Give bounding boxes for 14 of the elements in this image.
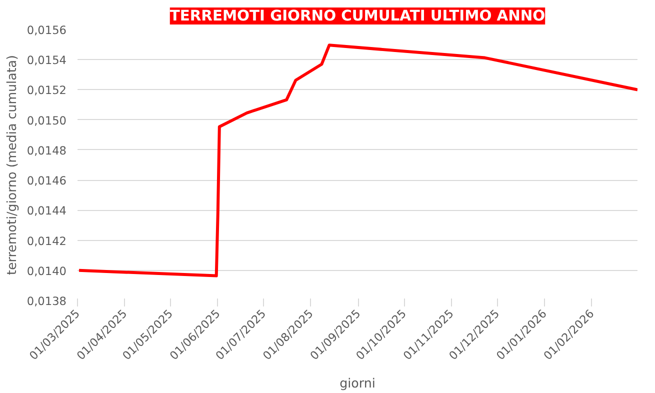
y-axis-title: terremoti/giorno (media cumulata) bbox=[4, 55, 19, 275]
y-tick-label: 0,0146 bbox=[26, 174, 67, 188]
y-tick-label: 0,0154 bbox=[26, 53, 67, 68]
y-tick-label: 0,0148 bbox=[26, 143, 67, 158]
y-tick-label: 0,0138 bbox=[26, 294, 67, 308]
y-tick-label: 0,0150 bbox=[26, 113, 67, 128]
y-tick-label: 0,0156 bbox=[26, 23, 67, 37]
y-tick-label: 0,0152 bbox=[26, 83, 67, 98]
y-tick-label: 0,0144 bbox=[26, 204, 67, 218]
y-tick-label: 0,0140 bbox=[26, 264, 67, 278]
x-axis-title: giorni bbox=[340, 376, 376, 391]
y-tick-label: 0,0142 bbox=[26, 234, 67, 248]
line-series bbox=[78, 44, 638, 278]
chart-title: TERREMOTI GIORNO CUMULATI ULTIMO ANNO bbox=[170, 8, 546, 24]
